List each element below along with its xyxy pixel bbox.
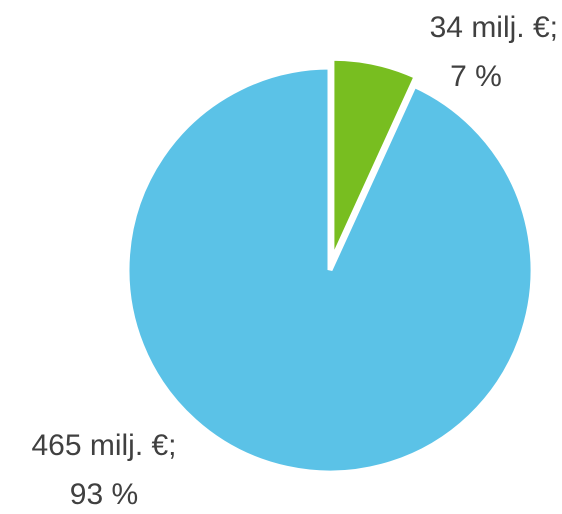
slice-label-465-line2: 93 % (70, 478, 138, 509)
slice-label-34-line2: 7 % (450, 60, 502, 93)
pie-slices (124, 55, 536, 476)
slice-label-465-line1: 465 milj. €; (31, 429, 176, 462)
pie-labels: 34 milj. €; 7 % 465 milj. €; 93 % (31, 11, 558, 511)
slice-label-34-line1: 34 milj. €; (430, 11, 558, 44)
pie-slice-465 (124, 64, 536, 476)
pie-slice-34 (329, 55, 420, 263)
